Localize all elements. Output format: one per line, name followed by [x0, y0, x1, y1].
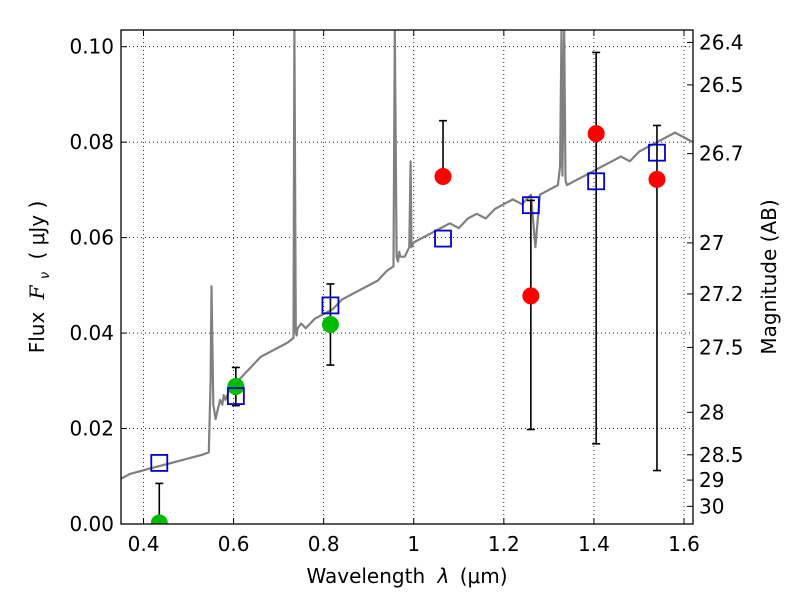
detection-point: [648, 170, 666, 188]
detection-point: [587, 125, 605, 143]
detection-point: [434, 168, 452, 186]
x-tick-label: 0.8: [308, 532, 340, 556]
model-point: [321, 296, 340, 315]
hst-point: [321, 315, 339, 333]
y-tick-label-right: 29: [699, 468, 724, 492]
y-tick-label: 0.02: [69, 417, 114, 441]
y-axis-label-right: Magnitude (AB): [757, 199, 781, 354]
y-tick-label: 0.08: [69, 130, 114, 154]
hst-point: [150, 514, 168, 524]
y-tick-label-right: 27.2: [699, 282, 744, 306]
x-tick-label: 1: [407, 532, 420, 556]
y-tick-label: 0.00: [69, 512, 114, 536]
x-tick-label: 0.6: [218, 532, 250, 556]
y-tick-label: 0.06: [69, 226, 114, 250]
model-point: [434, 229, 452, 248]
axis-ticks: 0.4 0.6 0.8 1 1.2 1.4 1.6 0.00 0.02 0.04 0.06 0.08 0…: [69, 30, 744, 556]
plot-area: [121, 30, 693, 524]
detection-point: [522, 287, 540, 305]
model-point: [521, 196, 540, 215]
y-axis-label: Flux F ν ( μJy ): [25, 201, 54, 354]
y-tick-label-right: 27: [699, 231, 724, 255]
y-tick-label-right: 28.5: [699, 443, 744, 467]
model-point: [587, 172, 606, 191]
model-point: [150, 454, 169, 472]
x-tick-label: 0.4: [128, 532, 160, 556]
hst-point: [227, 378, 245, 396]
y-tick-label-right: 27.5: [699, 335, 744, 359]
model-point: [648, 143, 666, 162]
y-tick-label: 0.10: [69, 35, 114, 59]
plot-frame: [120, 29, 694, 525]
grid: [121, 30, 693, 525]
y-tick-label: 0.04: [69, 321, 114, 345]
model-spectrum-line: [121, 30, 693, 480]
model-point: [226, 387, 245, 405]
y-tick-label-right: 30: [699, 494, 724, 518]
x-tick-label: 1.4: [578, 532, 610, 556]
y-tick-label-right: 26.4: [699, 30, 744, 54]
y-tick-label-right: 28: [699, 400, 724, 424]
y-tick-label-right: 26.7: [699, 142, 744, 166]
x-tick-label: 1.6: [668, 532, 700, 556]
x-tick-label: 1.2: [488, 532, 520, 556]
y-tick-label-right: 26.5: [699, 73, 744, 97]
x-axis-label: Wavelength λ (μm): [306, 564, 507, 588]
